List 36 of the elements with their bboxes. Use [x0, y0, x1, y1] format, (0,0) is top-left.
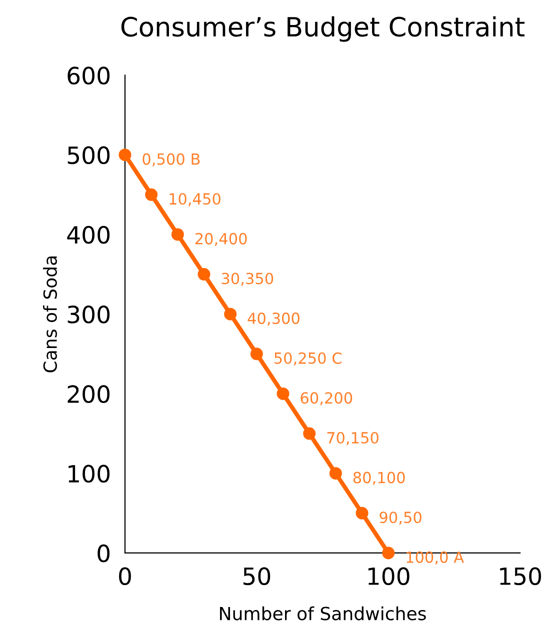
point [276, 387, 290, 400]
point [198, 268, 210, 281]
x-axis-title: Number of Sandwiches [220, 606, 426, 620]
y-tick-label: 0 [98, 544, 110, 562]
annotation: 60,200 [300, 392, 352, 406]
annotation: 70,150 [327, 432, 378, 446]
y-tick-label: 600 [68, 66, 110, 85]
annotation: 0,500 B [142, 153, 200, 166]
point [303, 427, 316, 440]
annotation: 100,0 A [406, 551, 464, 565]
point [250, 348, 263, 360]
point [171, 228, 184, 241]
y-axis-title: Cans of Soda [43, 256, 57, 372]
annotation: 10,450 [170, 193, 220, 206]
point [329, 467, 342, 480]
point [356, 506, 368, 520]
annotation: 80,100 [353, 472, 405, 485]
x-tick-label: 100 [368, 567, 410, 586]
point [145, 188, 158, 201]
y-tick-label: 500 [68, 146, 110, 164]
y-tick-label: 100 [68, 464, 110, 483]
annotation: 30,350 [222, 272, 274, 286]
point [118, 148, 132, 162]
point [382, 546, 395, 560]
chart-title: Consumer’s Budget Constraint [121, 16, 524, 42]
annotation: 90,50 [380, 512, 422, 525]
x-tick-label: 150 [500, 567, 542, 586]
y-tick-label: 300 [68, 306, 110, 324]
point [224, 308, 237, 320]
x-tick-label: 50 [243, 567, 270, 586]
annotation: 20,400 [195, 232, 247, 246]
annotation: 40,300 [248, 312, 300, 326]
x-tick-label: 0 [119, 567, 131, 586]
annotation: 50,250 C [274, 352, 342, 366]
y-tick-label: 400 [67, 226, 110, 244]
y-tick-label: 200 [68, 385, 110, 404]
